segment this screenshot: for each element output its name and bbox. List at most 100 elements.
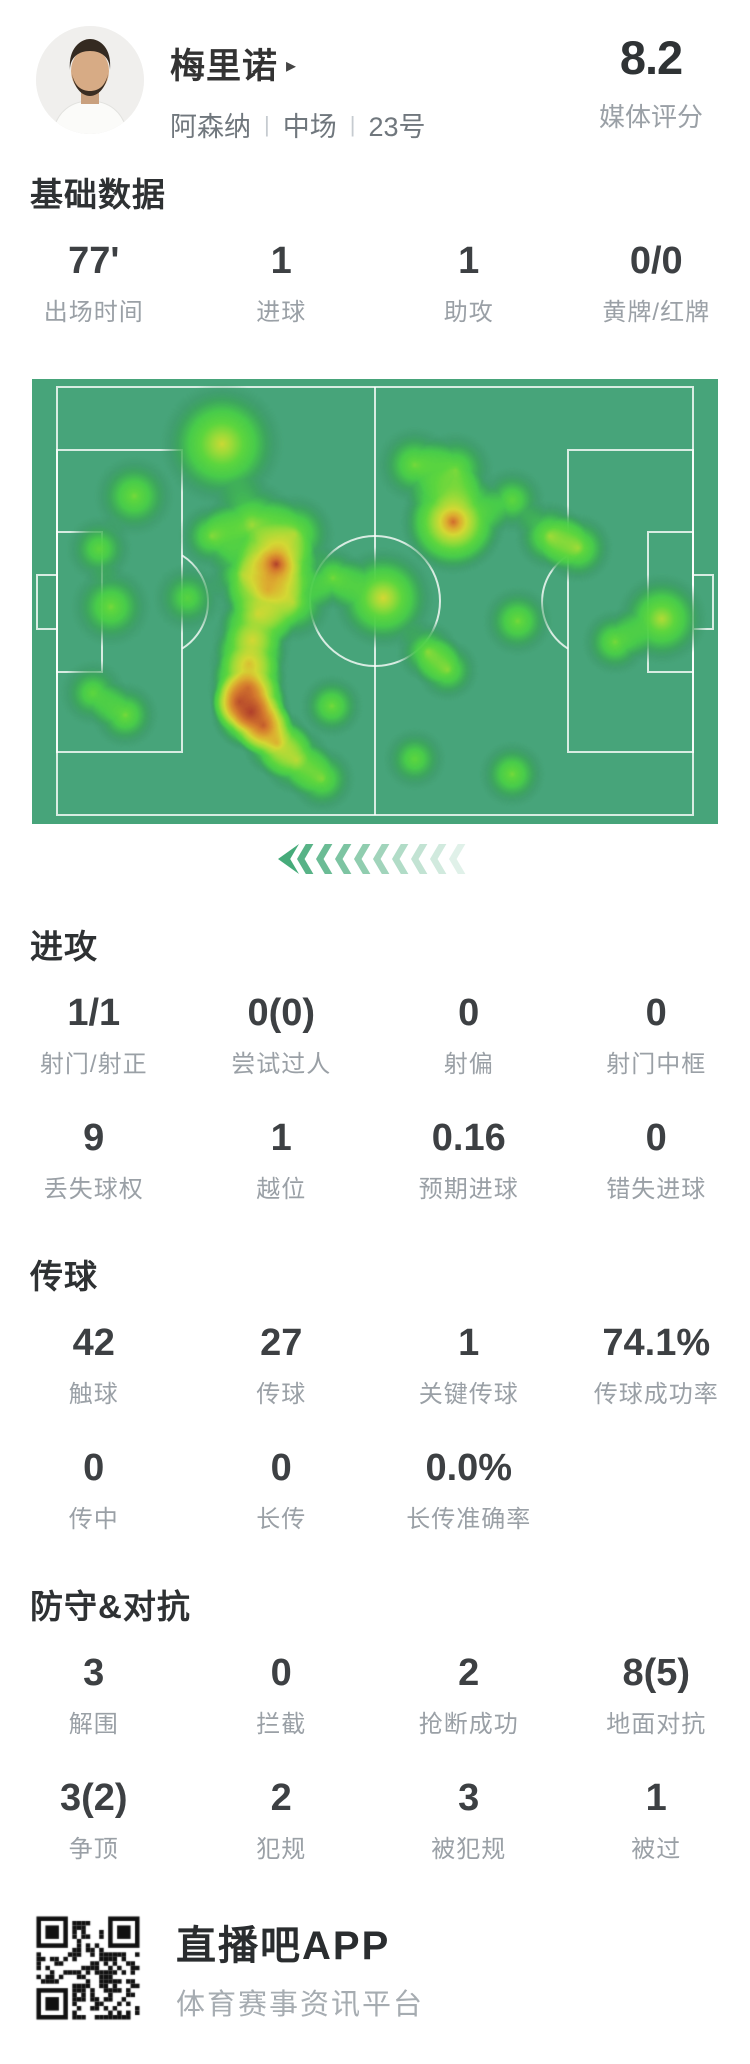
stat-value: 8(5) bbox=[563, 1652, 750, 1695]
stat-label: 解围 bbox=[0, 1704, 188, 1739]
stat-cell-long-balls: 0 长传 bbox=[188, 1447, 376, 1534]
player-avatar[interactable] bbox=[36, 26, 144, 134]
stat-label: 传球 bbox=[188, 1374, 376, 1409]
stat-label: 射门/射正 bbox=[0, 1044, 188, 1079]
stat-cell-long-ball-accuracy: 0.0% 长传准确率 bbox=[375, 1447, 563, 1534]
heatmap-canvas bbox=[32, 379, 718, 824]
stat-value: 1 bbox=[563, 1777, 750, 1820]
stat-value: 0.0% bbox=[375, 1447, 563, 1490]
stat-label: 出场时间 bbox=[0, 292, 188, 327]
stat-value: 74.1% bbox=[563, 1322, 750, 1365]
stat-cell-key-passes: 1 关键传球 bbox=[375, 1322, 563, 1409]
footer-text: 直播吧APP 体育赛事资讯平台 bbox=[176, 1913, 424, 2023]
stat-cell-interceptions: 0 拦截 bbox=[188, 1652, 376, 1739]
stat-cell-touches: 42 触球 bbox=[0, 1322, 188, 1409]
stat-label: 丢失球权 bbox=[0, 1169, 188, 1204]
stat-label: 传中 bbox=[0, 1499, 188, 1534]
attack-direction-chevrons bbox=[280, 844, 470, 874]
stat-value: 1 bbox=[375, 1322, 563, 1365]
stat-label: 长传 bbox=[188, 1499, 376, 1534]
app-name: 直播吧APP bbox=[176, 1913, 424, 1971]
chevron-left-icon bbox=[335, 844, 356, 874]
stat-value: 0 bbox=[563, 1117, 750, 1160]
stat-label: 拦截 bbox=[188, 1704, 376, 1739]
stat-label: 抢断成功 bbox=[375, 1704, 563, 1739]
player-header: 梅里诺 ▸ 阿森纳 | 中场 | 23号 8.2 媒体评分 bbox=[0, 0, 750, 144]
stat-cell-dribbled-past: 1 被过 bbox=[563, 1777, 750, 1864]
stat-value: 1 bbox=[188, 240, 376, 283]
section-attack: 进攻 1/1 射门/射正 0(0) 尝试过人 0 射偏 0 射门中框 9 丢失球… bbox=[0, 920, 750, 1204]
app-tagline: 体育赛事资讯平台 bbox=[176, 1981, 424, 2023]
section-title-passing: 传球 bbox=[30, 1250, 750, 1298]
stat-label: 关键传球 bbox=[375, 1374, 563, 1409]
stat-cell-clearances: 3 解围 bbox=[0, 1652, 188, 1739]
chevron-left-icon bbox=[316, 844, 337, 874]
stat-label: 被过 bbox=[563, 1829, 750, 1864]
section-basic: 基础数据 77' 出场时间 1 进球 1 助攻 0/0 黄牌/红牌 bbox=[0, 168, 750, 327]
caret-right-icon: ▸ bbox=[286, 56, 296, 76]
app-footer: 直播吧APP 体育赛事资讯平台 bbox=[32, 1912, 750, 2024]
stat-value: 3 bbox=[0, 1652, 188, 1695]
stat-value: 0.16 bbox=[375, 1117, 563, 1160]
stat-value: 2 bbox=[188, 1777, 376, 1820]
heatmap-pitch bbox=[32, 379, 718, 824]
attack-stats-grid: 1/1 射门/射正 0(0) 尝试过人 0 射偏 0 射门中框 9 丢失球权 1… bbox=[0, 992, 750, 1204]
stat-value: 2 bbox=[375, 1652, 563, 1695]
defense-stats-grid: 3 解围 0 拦截 2 抢断成功 8(5) 地面对抗 3(2) 争顶 2 犯规 bbox=[0, 1652, 750, 1864]
player-name-row[interactable]: 梅里诺 ▸ bbox=[170, 38, 586, 89]
stat-label: 触球 bbox=[0, 1374, 188, 1409]
chevron-left-icon bbox=[373, 844, 394, 874]
stat-label: 争顶 bbox=[0, 1829, 188, 1864]
player-meta: 阿森纳 | 中场 | 23号 bbox=[170, 105, 586, 144]
jersey-number: 23号 bbox=[368, 105, 425, 144]
stat-value: 42 bbox=[0, 1322, 188, 1365]
section-title-basic: 基础数据 bbox=[30, 168, 750, 216]
stat-cell-ground-duels: 8(5) 地面对抗 bbox=[563, 1652, 750, 1739]
stat-cell-dribbles: 0(0) 尝试过人 bbox=[188, 992, 376, 1079]
stat-cell-big-chances-missed: 0 错失进球 bbox=[563, 1117, 750, 1204]
stat-label: 传球成功率 bbox=[563, 1374, 750, 1409]
stat-cell-pass-accuracy: 74.1% 传球成功率 bbox=[563, 1322, 750, 1409]
section-passing: 传球 42 触球 27 传球 1 关键传球 74.1% 传球成功率 0 传中 bbox=[0, 1250, 750, 1534]
stat-cell-shots: 1/1 射门/射正 bbox=[0, 992, 188, 1079]
stat-cell-goals: 1 进球 bbox=[188, 240, 376, 327]
stat-cell-aerial-duels: 3(2) 争顶 bbox=[0, 1777, 188, 1864]
stat-cell-crosses: 0 传中 bbox=[0, 1447, 188, 1534]
chevron-left-icon bbox=[392, 844, 413, 874]
player-name: 梅里诺 bbox=[170, 38, 278, 89]
team-name: 阿森纳 bbox=[170, 105, 251, 144]
stat-label: 助攻 bbox=[375, 292, 563, 327]
stat-cell-xg: 0.16 预期进球 bbox=[375, 1117, 563, 1204]
stat-label: 错失进球 bbox=[563, 1169, 750, 1204]
stat-cell-offsides: 1 越位 bbox=[188, 1117, 376, 1204]
stat-label: 黄牌/红牌 bbox=[563, 292, 750, 327]
stat-label: 射门中框 bbox=[563, 1044, 750, 1079]
chevron-left-icon bbox=[411, 844, 432, 874]
passing-stats-grid: 42 触球 27 传球 1 关键传球 74.1% 传球成功率 0 传中 0 长传 bbox=[0, 1322, 750, 1534]
stat-value: 0(0) bbox=[188, 992, 376, 1035]
stat-label: 射偏 bbox=[375, 1044, 563, 1079]
section-title-attack: 进攻 bbox=[30, 920, 750, 968]
stat-label: 长传准确率 bbox=[375, 1499, 563, 1534]
chevron-left-icon bbox=[297, 844, 318, 874]
stat-value: 1 bbox=[188, 1117, 376, 1160]
chevron-left-icon bbox=[354, 844, 375, 874]
media-rating-label: 媒体评分 bbox=[586, 97, 716, 134]
media-rating: 8.2 媒体评分 bbox=[586, 26, 716, 134]
chevron-left-icon bbox=[430, 844, 451, 874]
stat-label: 预期进球 bbox=[375, 1169, 563, 1204]
stat-label: 尝试过人 bbox=[188, 1044, 376, 1079]
stat-cell-minutes: 77' 出场时间 bbox=[0, 240, 188, 327]
meta-separator: | bbox=[350, 112, 356, 138]
stat-value: 3(2) bbox=[0, 1777, 188, 1820]
stat-value: 0 bbox=[563, 992, 750, 1035]
qr-code bbox=[32, 1912, 144, 2024]
stat-value: 0 bbox=[0, 1447, 188, 1490]
stat-value: 9 bbox=[0, 1117, 188, 1160]
stat-cell-fouls: 2 犯规 bbox=[188, 1777, 376, 1864]
stat-value: 77' bbox=[0, 240, 188, 283]
stat-label: 进球 bbox=[188, 292, 376, 327]
basic-stats-grid: 77' 出场时间 1 进球 1 助攻 0/0 黄牌/红牌 bbox=[0, 240, 750, 327]
section-defense: 防守&对抗 3 解围 0 拦截 2 抢断成功 8(5) 地面对抗 3(2) 争顶 bbox=[0, 1580, 750, 1864]
meta-separator: | bbox=[264, 112, 270, 138]
